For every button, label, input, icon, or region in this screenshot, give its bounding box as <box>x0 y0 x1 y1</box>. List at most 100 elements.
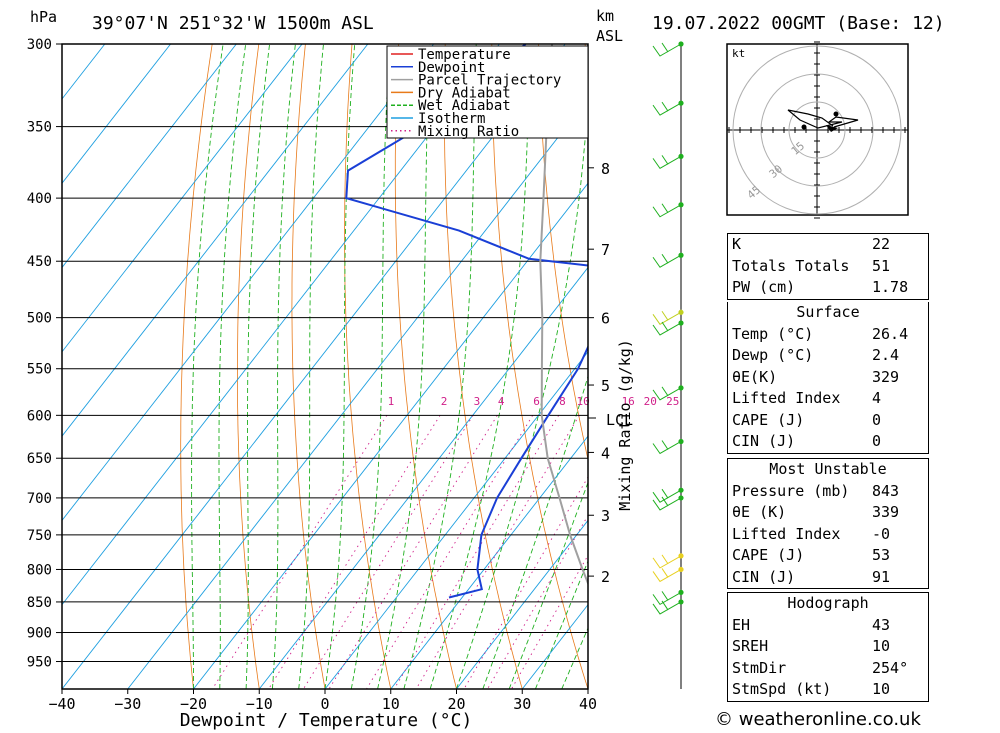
wind-barb <box>652 489 682 503</box>
temperature-tick-label: 40 <box>579 695 597 713</box>
km-tick-label: 8 <box>601 160 610 178</box>
mixing-ratio-label: 20 <box>644 395 657 408</box>
wind-barb <box>652 322 682 336</box>
hodograph-indices-title: Hodograph <box>787 594 869 612</box>
index-label: CAPE (J) <box>732 410 805 429</box>
dry-adiabat <box>958 44 1000 689</box>
index-value: 26.4 <box>872 324 909 343</box>
wet-adiabat <box>271 44 296 689</box>
index-value: 91 <box>872 567 891 586</box>
dry-adiabat <box>344 44 392 689</box>
index-row: CIN (J) 0 <box>728 431 928 453</box>
index-value: 2.4 <box>872 346 900 364</box>
mixing-ratio-label: 6 <box>533 395 540 408</box>
mixing-ratio-line <box>415 415 580 689</box>
mixing-ratio-line <box>393 415 560 689</box>
most-unstable-panel: Most Unstable Pressure (mb) 843 θE (K) 339 L… <box>727 458 929 589</box>
wind-barb <box>652 569 682 583</box>
km-tick-label: 5 <box>601 377 610 395</box>
chart-axes: 3003504004505005506006507007508008509009… <box>27 37 633 713</box>
wet-adiabat <box>350 44 391 689</box>
isotherm <box>62 44 434 522</box>
index-value: 43 <box>872 615 891 634</box>
parcel-trajectory-line <box>539 44 588 586</box>
temperature-tick-label: −20 <box>180 695 207 713</box>
wet-adiabat <box>403 44 477 689</box>
legend-entry: Isotherm <box>418 111 485 127</box>
mixing-ratio-line <box>366 415 534 689</box>
stability-indices-panel: K 22 Totals Totals 51 PW (cm) 1.78 <box>727 233 929 300</box>
km-tick-label: 7 <box>601 241 610 259</box>
index-label: K <box>732 235 742 253</box>
mixing-ratio-line <box>328 415 498 689</box>
date-title: 19.07.2022 00GMT (Base: 12) <box>652 13 945 34</box>
mixing-ratio-label: 8 <box>559 395 566 408</box>
index-label: StmDir <box>732 658 787 677</box>
index-label: Lifted Index <box>732 524 841 543</box>
wet-adiabat <box>456 92 588 689</box>
temperature-tick-label: 20 <box>447 695 465 713</box>
index-value: 10 <box>872 680 891 698</box>
index-row: StmDir 254° <box>728 658 928 680</box>
wind-barbs <box>652 41 684 689</box>
temperature-tick-label: 30 <box>513 695 531 713</box>
pressure-tick-label: 500 <box>27 311 52 327</box>
index-value: 1.78 <box>872 278 909 296</box>
isotherm <box>62 44 369 437</box>
pressure-tick-label: 650 <box>27 451 52 467</box>
index-label: CIN (J) <box>732 432 796 450</box>
index-row: θE(K) 329 <box>728 367 928 389</box>
index-value: 0 <box>872 432 882 450</box>
mixing-ratio-line <box>511 554 588 689</box>
dry-adiabat <box>291 44 326 689</box>
wet-adiabat <box>191 44 224 689</box>
dry-adiabat <box>584 44 588 100</box>
hodograph-indices-panel: Hodograph EH 43 SREH 10 StmDir 254° StmSpd (kt… <box>727 592 929 702</box>
hodograph: kt 15 30 45 <box>726 41 909 219</box>
pressure-tick-label: 950 <box>27 655 52 671</box>
temperature-tick-label: −30 <box>114 695 141 713</box>
location-title: 39°07'N 251°32'W 1500m ASL <box>92 13 374 34</box>
wind-barb <box>652 555 682 569</box>
wet-adiabat <box>245 44 271 689</box>
index-value: 843 <box>872 481 900 500</box>
wind-barb <box>652 204 682 218</box>
index-row: PW (cm) 1.78 <box>728 277 928 299</box>
legend-entry: Mixing Ratio <box>418 124 519 140</box>
index-value: 339 <box>872 503 900 521</box>
index-row: CIN (J) 91 <box>728 567 928 589</box>
pressure-tick-label: 750 <box>27 528 52 544</box>
km-tick-label: 3 <box>601 507 610 525</box>
hodograph-unit: kt <box>732 47 745 60</box>
mixing-ratio-label: 2 <box>441 395 448 408</box>
pressure-tick-label: 850 <box>27 595 52 611</box>
temperature-tick-label: −40 <box>48 695 75 713</box>
index-value: 254° <box>872 658 909 677</box>
legend-entry: Dewpoint <box>418 60 485 76</box>
wet-adiabat <box>218 44 247 689</box>
dry-adiabat <box>180 44 213 689</box>
wind-barb <box>652 591 682 606</box>
isotherm <box>390 435 588 689</box>
index-label: StmSpd (kt) <box>732 680 832 698</box>
pressure-tick-label: 800 <box>27 562 52 578</box>
index-row: CAPE (J) 53 <box>728 545 928 567</box>
most-unstable-title: Most Unstable <box>769 460 887 478</box>
pressure-tick-label: 600 <box>27 408 52 424</box>
index-label: SREH <box>732 637 769 655</box>
index-row: SREH 10 <box>728 636 928 658</box>
km-label: km <box>596 7 614 25</box>
index-label: Temp (°C) <box>732 324 814 343</box>
isotherm <box>62 44 566 689</box>
dewpoint-line <box>345 44 588 599</box>
index-row: Temp (°C) 26.4 <box>728 324 928 346</box>
isotherm <box>62 44 171 184</box>
surface-panel: Surface Temp (°C) 26.4 Dewp (°C) 2.4 θE(K) 32… <box>727 302 929 454</box>
isotherm <box>62 44 303 353</box>
index-row: Dewp (°C) 2.4 <box>728 345 928 367</box>
index-label: Pressure (mb) <box>732 481 850 500</box>
legend-entry: Wet Adiabat <box>418 98 511 114</box>
index-value: 0 <box>872 410 882 429</box>
index-row: Lifted Index -0 <box>728 524 928 546</box>
